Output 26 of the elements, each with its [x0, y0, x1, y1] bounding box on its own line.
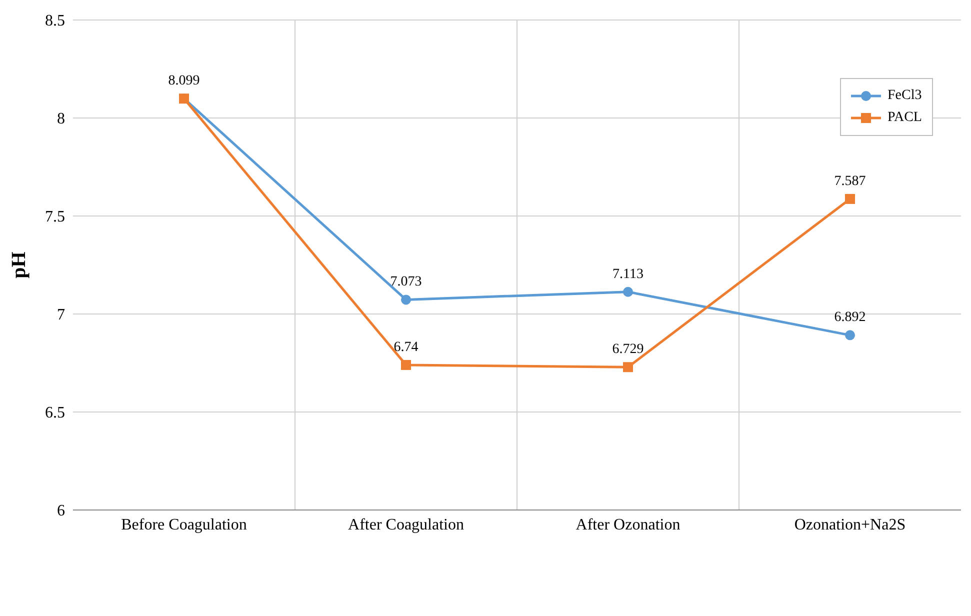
data-label: 7.073 — [390, 274, 422, 290]
point — [845, 194, 855, 204]
y-tick-label: 7.5 — [45, 208, 65, 226]
data-label: 6.729 — [612, 342, 644, 358]
y-tick-label: 7 — [57, 306, 65, 324]
y-tick-label: 8 — [57, 110, 65, 128]
y-axis-title: pH — [8, 251, 30, 278]
point — [623, 286, 633, 297]
point — [401, 360, 411, 370]
x-tick-label: After Coagulation — [348, 516, 464, 534]
point — [623, 362, 633, 372]
data-label: 7.113 — [612, 266, 644, 282]
data-label: 8.099 — [168, 74, 200, 89]
legend-label: PACL — [887, 110, 922, 126]
y-tick-label: 6 — [57, 502, 65, 520]
x-tick-label: Before Coagulation — [121, 516, 247, 534]
point — [401, 294, 411, 305]
data-label: 6.892 — [834, 310, 866, 326]
data-label: 7.587 — [834, 174, 866, 189]
data-label: 6.74 — [394, 340, 418, 355]
y-tick-label: 6.5 — [45, 404, 65, 422]
x-tick-label: After Ozonation — [576, 516, 680, 534]
y-tick-label: 8.5 — [45, 12, 65, 30]
legend-label: FeCl3 — [887, 88, 922, 104]
x-tick-label: Ozonation+Na2S — [794, 516, 906, 534]
point — [845, 330, 855, 340]
